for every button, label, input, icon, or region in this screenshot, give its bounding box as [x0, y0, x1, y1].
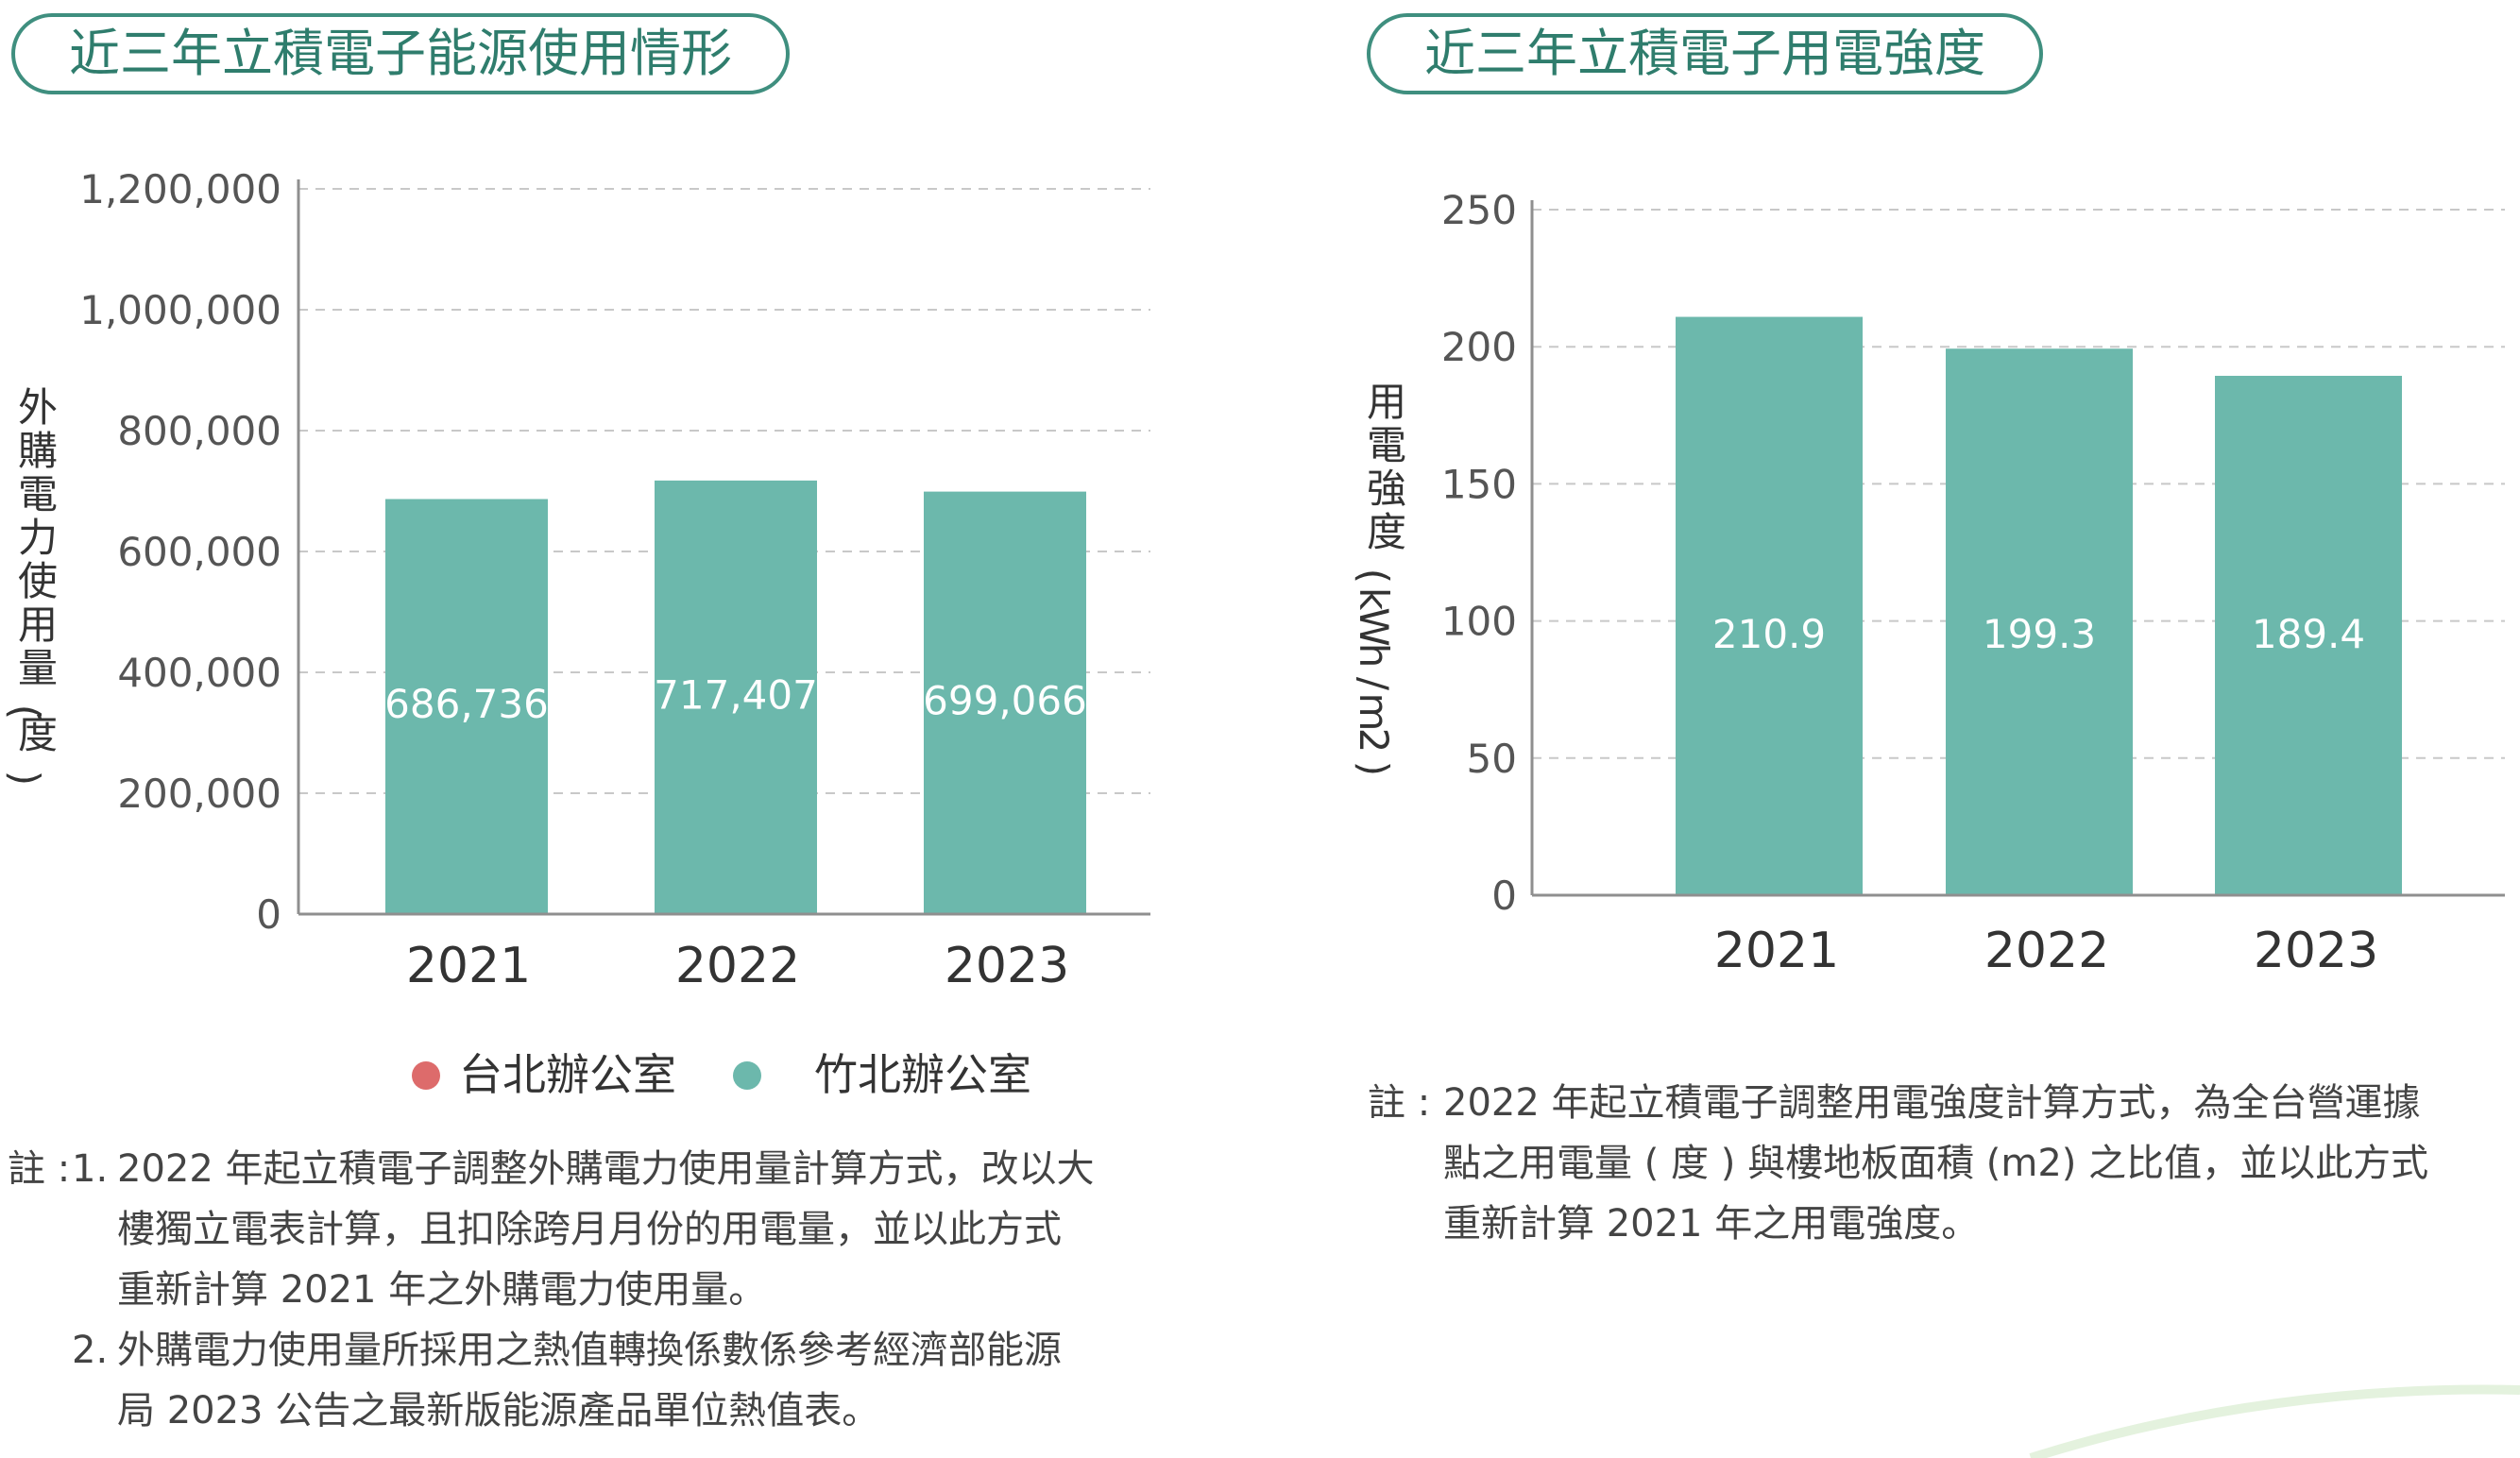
- legend-hsinchu: 竹北辦公室: [733, 1041, 1031, 1109]
- y-axis-label-char: 使: [18, 558, 58, 604]
- y-axis-label-char: 用: [18, 602, 58, 648]
- power-intensity-chart: 0 50 100 150 200 250 210.9 2021 199.3 2022 189.4 20…: [1351, 187, 2505, 979]
- chart2-title: 近三年立積電子用電強度: [1367, 13, 2043, 94]
- y-tick-label: 400,000: [117, 650, 281, 696]
- y-tick-label: 1,200,000: [79, 166, 281, 212]
- y-tick-label: 0: [1491, 873, 1517, 919]
- y-axis-label-char: W: [1351, 607, 1397, 647]
- x-tick-label: 2023: [945, 938, 1069, 994]
- y-tick-label: 600,000: [117, 529, 281, 575]
- x-tick-label: 2022: [675, 938, 800, 994]
- data-label: 189.4: [2252, 611, 2365, 657]
- data-label: 210.9: [1712, 611, 1826, 657]
- y-axis-label-char: m: [1351, 693, 1397, 732]
- y-axis-label-char: 力: [18, 515, 58, 561]
- note-item2-line: 局 2023 公告之最新版能源產品單位熱值表。: [117, 1389, 880, 1433]
- y-axis-label-char: (: [1351, 568, 1397, 584]
- bar-segment-hsinchu: [924, 491, 1086, 914]
- bar-segment-hsinchu: [385, 499, 548, 914]
- legend-taipei: 台北辦公室: [412, 1041, 676, 1109]
- data-label: 699,066: [923, 677, 1087, 723]
- y-tick-label: 50: [1467, 736, 1517, 782]
- y-axis-label-char: ): [1351, 761, 1397, 776]
- y-tick-label: 200,000: [117, 771, 281, 817]
- bar-segment-hsinchu: [655, 480, 817, 914]
- y-tick-label: 250: [1441, 187, 1517, 233]
- left-notes: 註 : 1. 2022 年起立積電子調整外購電力使用量計算方式，改以大 樓獨立電…: [8, 1139, 1179, 1441]
- legend-taipei-label: 台北辦公室: [459, 1049, 676, 1100]
- y-tick-label: 1,000,000: [79, 287, 281, 333]
- data-label: 199.3: [1983, 611, 2096, 657]
- data-label: 686,736: [384, 681, 549, 727]
- note-item1-line: 樓獨立電表計算，且扣除跨月月份的用電量，並以此方式: [117, 1208, 1062, 1251]
- legend-taipei-swatch: [412, 1060, 440, 1090]
- y-axis-label-char: ): [2, 771, 48, 786]
- note-prefix: 註 :: [1368, 1081, 1431, 1125]
- y-tick-label: 200: [1441, 324, 1517, 370]
- y-axis-label-char: 電: [1367, 422, 1406, 468]
- y-tick-label: 800,000: [117, 408, 281, 454]
- x-tick-label: 2021: [406, 938, 531, 994]
- x-tick-label: 2022: [1984, 923, 2109, 979]
- y-axis-label-char: 量: [18, 645, 58, 691]
- y-axis-title: 外購電力使用量 (度): [2, 384, 58, 786]
- x-tick-label: 2023: [2254, 923, 2378, 979]
- y-axis-label-char: 2: [1351, 728, 1397, 754]
- y-axis-title: 用電強度 ( kWh / m2): [1351, 379, 1406, 776]
- note-item2-number: 2.: [72, 1329, 109, 1372]
- note-line: 點之用電量 ( 度 ) 與樓地板面積 (m2) 之比值，並以此方式: [1443, 1142, 2429, 1185]
- note-item1-number: 1.: [72, 1147, 109, 1191]
- bar: [1946, 348, 2133, 895]
- bar: [2215, 375, 2402, 895]
- y-axis-label-char: k: [1351, 587, 1397, 611]
- note-prefix: 註 :: [8, 1147, 71, 1191]
- y-tick-label: 100: [1441, 599, 1517, 645]
- y-axis-label-char: /: [1351, 677, 1397, 691]
- right-notes: 註 : 2022 年起立積電子調整用電強度計算方式，為全台營運據 點之用電量 (…: [1368, 1073, 2511, 1254]
- y-tick-label: 150: [1441, 461, 1517, 507]
- y-axis-label-char: 強: [1367, 466, 1406, 512]
- chart1-title: 近三年立積電子能源使用情形: [11, 13, 790, 94]
- energy-usage-chart: 0 200,000 400,000 600,000 800,000 1,000,000 1,…: [2, 166, 1150, 994]
- note-line: 重新計算 2021 年之用電強度。: [1443, 1202, 1980, 1246]
- note-item2-line: 外購電力使用量所採用之熱值轉換係數係參考經濟部能源: [117, 1329, 1062, 1372]
- y-axis-label-char: (: [2, 704, 48, 720]
- y-axis-label-char: 度: [18, 711, 58, 757]
- data-label: 717,407: [654, 671, 818, 718]
- bar: [1676, 316, 1863, 895]
- y-axis-label-char: 用: [1367, 379, 1406, 425]
- note-line: 2022 年起立積電子調整用電強度計算方式，為全台營運據: [1443, 1081, 2421, 1125]
- legend-hsinchu-label: 竹北辦公室: [814, 1049, 1031, 1100]
- y-axis-label-char: 電: [18, 471, 58, 517]
- y-axis-label-char: 外: [18, 384, 58, 431]
- note-item1-line: 2022 年起立積電子調整外購電力使用量計算方式，改以大: [117, 1147, 1095, 1191]
- y-axis-label-char: h: [1351, 643, 1397, 669]
- legend-hsinchu-swatch: [733, 1060, 761, 1090]
- x-tick-label: 2021: [1714, 923, 1839, 979]
- y-tick-label: 0: [256, 891, 281, 938]
- y-axis-label-char: 購: [18, 428, 58, 474]
- y-axis-label-char: 度: [1367, 509, 1406, 555]
- note-item1-line: 重新計算 2021 年之外購電力使用量。: [117, 1268, 767, 1312]
